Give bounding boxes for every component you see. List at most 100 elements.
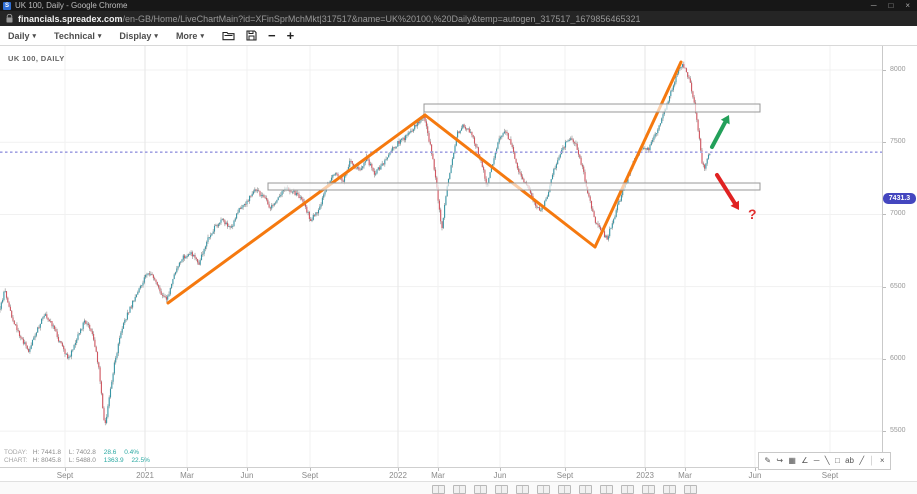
window-controls: ─ □ × — [871, 1, 914, 11]
taskbar-thumbnail[interactable] — [432, 485, 445, 494]
price-axis[interactable]: 8000 7500 7000 6500 6000 5500 — [882, 46, 917, 467]
chart-change-pct: 22.5% — [131, 457, 150, 464]
grid-icon[interactable]: ▦ — [788, 456, 796, 465]
zoom-in-button[interactable]: + — [286, 27, 295, 43]
taskbar-thumbnail[interactable] — [537, 485, 550, 494]
time-tick — [500, 468, 501, 471]
taskbar-thumbnail[interactable] — [663, 485, 676, 494]
time-tick-label: Sept — [556, 471, 574, 480]
window-title: UK 100, Daily - Google Chrome — [15, 1, 128, 10]
taskbar-thumbnail[interactable] — [621, 485, 634, 494]
url-text[interactable]: financials.spreadex.com/en-GB/Home/LiveC… — [18, 14, 640, 24]
today-label: TODAY: — [4, 449, 28, 456]
today-stats-row: TODAY: H: 7441.8 L: 7402.8 28.6 0.4% — [4, 449, 156, 457]
trendline-drawing[interactable] — [423, 113, 597, 249]
redo-arrow-icon[interactable]: ↪ — [776, 456, 784, 465]
timeframe-menu[interactable]: Daily ▾ — [8, 30, 37, 41]
time-tick — [187, 468, 188, 471]
time-tick — [145, 468, 146, 471]
price-zone-drawing[interactable] — [267, 182, 761, 191]
trendline-icon[interactable]: ╲ — [824, 456, 830, 465]
price-tick — [883, 142, 886, 144]
chart-label: CHART: — [4, 457, 28, 464]
question-mark-annotation: ? — [748, 206, 757, 222]
time-tick-label: Sept — [56, 471, 74, 480]
pen-icon[interactable]: ✎ — [764, 456, 772, 465]
trendline-drawing[interactable] — [593, 60, 683, 249]
today-high: H: 7441.8 — [32, 449, 61, 456]
taskbar-thumbnail[interactable] — [516, 485, 529, 494]
horizontal-line-icon[interactable]: ─ — [813, 456, 820, 465]
time-tick-label: 2022 — [389, 471, 407, 480]
more-menu[interactable]: More ▾ — [175, 30, 204, 41]
price-tick-label: 7500 — [890, 138, 906, 146]
rectangle-tool-icon[interactable]: □ — [834, 456, 840, 465]
taskbar-strip — [0, 481, 917, 494]
today-low: L: 7402.8 — [68, 449, 96, 456]
drawing-tools-palette: ✎ ↪ ▦ ∠ ─ ╲ □ ab ╱ │ × — [758, 452, 891, 470]
browser-titlebar: S UK 100, Daily - Google Chrome ─ □ × — [0, 0, 917, 11]
time-tick-label: Mar — [678, 471, 692, 480]
technical-menu[interactable]: Technical ▾ — [54, 30, 102, 41]
chart-high: H: 8045.8 — [32, 457, 61, 464]
taskbar-thumbnail[interactable] — [684, 485, 697, 494]
zoom-out-button[interactable]: − — [267, 27, 276, 43]
price-chart-canvas[interactable]: ? — [0, 46, 882, 467]
save-icon[interactable] — [246, 30, 257, 41]
bull-scenario-arrow[interactable] — [710, 115, 730, 149]
current-price-badge: 7431.3 — [883, 192, 916, 204]
time-tick-label: Mar — [180, 471, 194, 480]
close-button[interactable]: × — [905, 0, 910, 10]
url-path: /en-GB/Home/LiveChartMain?id=XFinSprMchM… — [122, 13, 641, 24]
chevron-down-icon: ▾ — [32, 32, 37, 40]
display-menu[interactable]: Display ▾ — [119, 30, 158, 41]
today-change-pct: 0.4% — [124, 449, 140, 456]
time-tick — [565, 468, 566, 471]
time-tick — [247, 468, 248, 471]
restore-button[interactable]: □ — [888, 0, 894, 10]
indicator-icon[interactable]: ∠ — [801, 456, 809, 465]
chevron-down-icon: ▾ — [200, 32, 204, 40]
lock-icon — [6, 14, 13, 23]
time-axis[interactable]: Jun Sept 2021 Mar Jun Sept 2022 Mar Jun Sept 2023 M… — [0, 467, 882, 481]
price-stats: TODAY: H: 7441.8 L: 7402.8 28.6 0.4% CHA… — [4, 449, 156, 465]
chevron-down-icon: ▾ — [97, 32, 102, 40]
candles — [0, 61, 711, 426]
taskbar-thumbnail[interactable] — [495, 485, 508, 494]
price-zone-drawing[interactable] — [423, 103, 761, 113]
trendline-drawing[interactable] — [166, 113, 427, 305]
minimize-button[interactable]: ─ — [870, 0, 877, 10]
time-tick — [685, 468, 686, 471]
time-tick — [755, 468, 756, 471]
time-tick-label: Sept — [301, 471, 319, 480]
taskbar-thumbnail[interactable] — [579, 485, 592, 494]
price-tick-label: 6000 — [890, 354, 906, 362]
price-tick — [883, 431, 886, 433]
time-tick — [65, 468, 66, 471]
palette-separator: │ — [869, 456, 875, 465]
text-tool-icon[interactable]: ab — [845, 456, 855, 465]
price-tick — [883, 70, 886, 71]
price-tick-label: 7000 — [890, 210, 906, 218]
chart-stats-row: CHART: H: 8045.8 L: 5488.0 1363.9 22.5% — [4, 457, 156, 465]
taskbar-thumbnail[interactable] — [474, 485, 487, 494]
chevron-down-icon: ▾ — [154, 32, 158, 40]
taskbar-thumbnail[interactable] — [558, 485, 571, 494]
open-folder-icon[interactable] — [222, 30, 235, 41]
chart-change: 1363.9 — [103, 457, 124, 464]
taskbar-thumbnail[interactable] — [453, 485, 466, 494]
spreadex-favicon: S — [3, 1, 11, 10]
bear-scenario-arrow[interactable] — [715, 173, 739, 210]
time-tick-label: 2023 — [636, 471, 654, 480]
chart-area: ? UK 100, DAILY 8000 7500 7000 6500 6000 5500… — [0, 46, 917, 481]
url-domain: financials.spreadex.com — [18, 13, 123, 24]
time-tick-label: Jun — [0, 471, 9, 480]
taskbar-thumbnail[interactable] — [600, 485, 613, 494]
price-tick — [883, 286, 886, 288]
taskbar-thumbnail[interactable] — [642, 485, 655, 494]
browser-urlbar[interactable]: financials.spreadex.com/en-GB/Home/LiveC… — [0, 11, 917, 26]
ray-icon[interactable]: ╱ — [859, 456, 865, 465]
close-palette-icon[interactable]: × — [879, 456, 885, 465]
price-tick — [883, 214, 886, 216]
